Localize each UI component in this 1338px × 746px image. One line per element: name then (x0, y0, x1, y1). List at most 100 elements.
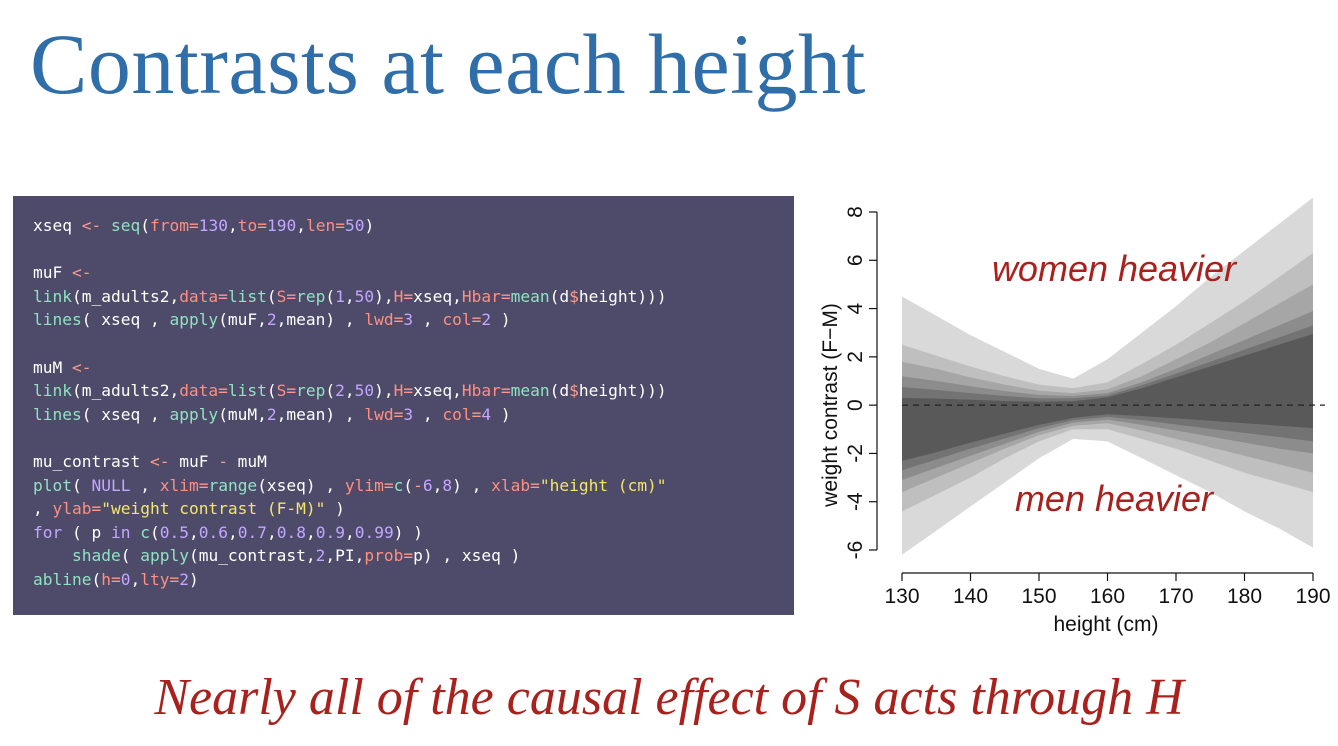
contrast-chart: 130 140 150 160 170 180 190 -6 -4 -2 0 2 4 6 8 women h… (819, 197, 1331, 636)
code-token: ,mean) , (276, 404, 365, 424)
code-token: ) (491, 310, 511, 330)
code-token: , (227, 216, 238, 235)
code-token: muF (33, 263, 72, 283)
code-token: lwd (364, 404, 394, 424)
code-line: mu_contrast <- muF - muM (33, 450, 794, 474)
code-token: mu_contrast (33, 451, 150, 471)
code-token: from (149, 216, 189, 235)
code-token: mean (510, 381, 550, 401)
y-tick-label: -2 (844, 444, 867, 463)
code-token: = (169, 569, 180, 589)
code-token: p) , xseq ) (413, 546, 521, 566)
code-token: = (286, 381, 297, 401)
code-token: = (403, 381, 414, 401)
code-token: (muF, (218, 310, 267, 330)
code-token: = (500, 286, 511, 306)
code-token: , (227, 522, 238, 542)
annotation-women-heavier: women heavier (992, 248, 1238, 289)
code-token: lwd (364, 310, 394, 330)
code-token: , (130, 475, 160, 495)
code-token: H (393, 286, 404, 306)
code-token: = (198, 475, 209, 495)
code-token: , (296, 216, 306, 235)
code-token: 0.7 (237, 522, 267, 542)
code-token: , (344, 381, 355, 401)
code-token: muF (169, 451, 219, 471)
code-token: ( p (62, 522, 111, 542)
code-token: = (257, 216, 267, 235)
code-token: ( (140, 216, 150, 235)
code-token: col (442, 310, 472, 330)
code-token: (d (549, 286, 570, 306)
code-token: = (286, 286, 297, 306)
code-token (33, 546, 72, 565)
code-token: 1 (335, 286, 345, 306)
axes: 130 140 150 160 170 180 190 -6 -4 -2 0 2 4 6 8 (844, 206, 1331, 608)
code-token: ( (120, 546, 141, 566)
code-token: ( (403, 475, 414, 495)
code-token: for (33, 522, 63, 542)
code-token: seq (110, 216, 141, 235)
code-token: 4 (481, 404, 492, 424)
code-token: link (33, 286, 72, 306)
x-tick-label: 130 (884, 585, 919, 608)
code-line: link(m_adults2,data=list(S=rep(2,50),H=x… (33, 379, 794, 403)
y-tick-label: 4 (844, 302, 867, 314)
code-token: <- (149, 451, 170, 471)
code-token: len (305, 216, 336, 235)
interval-band-0-99 (902, 197, 1313, 555)
code-token: 0 (120, 569, 131, 589)
code-token: ( (71, 475, 92, 495)
code-line: muF <- (33, 261, 794, 285)
y-tick-label: 0 (844, 399, 867, 411)
code-token: = (500, 381, 511, 401)
code-token: , (432, 475, 443, 495)
code-token: (d (549, 381, 570, 401)
code-panel: xseq <- seq(from=130,to=190,len=50) muF <… (13, 196, 794, 615)
code-line (33, 426, 794, 450)
code-token: ( xseq , (81, 310, 170, 330)
code-token: S (276, 381, 287, 401)
y-tick-label: 6 (844, 254, 867, 266)
code-token: = (218, 381, 228, 401)
code-token: ( (325, 286, 336, 306)
code-token: = (393, 310, 404, 330)
code-token (130, 523, 140, 542)
code-token: H (393, 381, 404, 401)
code-token: 50 (344, 216, 365, 235)
code-token: $ (569, 286, 579, 306)
code-token: , (266, 522, 277, 542)
code-line: lines( xseq , apply(muM,2,mean) , lwd=3 … (33, 403, 794, 427)
chart-container: 130 140 150 160 170 180 190 -6 -4 -2 0 2 4 6 8 women h… (815, 190, 1338, 655)
code-token: ) (364, 216, 375, 235)
code-token: ) (325, 499, 345, 519)
code-token: to (237, 216, 258, 235)
code-token: mean (510, 286, 550, 306)
code-token: muM (227, 451, 267, 471)
x-tick-label: 170 (1158, 585, 1193, 608)
code-token: ), (374, 286, 394, 306)
code-token: ), (374, 381, 394, 401)
code-token: - (218, 451, 228, 471)
x-tick-label: 150 (1021, 585, 1056, 608)
interval-band-0-5 (902, 333, 1313, 461)
code-token: = (403, 546, 414, 566)
code-token: list (227, 381, 267, 401)
code-token: ylab (52, 499, 92, 519)
code-token: abline (33, 569, 92, 589)
code-token: "weight contrast (F-M)" (101, 499, 326, 519)
y-tick-label: 2 (844, 351, 867, 363)
code-token: data (179, 381, 219, 401)
code-token: 3 (403, 310, 414, 330)
code-token (101, 216, 111, 235)
code-token: = (403, 286, 414, 306)
code-token: = (471, 404, 482, 424)
code-token: , (130, 569, 141, 589)
code-token: 0.5 (159, 522, 189, 542)
code-token: = (218, 286, 228, 306)
code-token: shade (71, 546, 121, 566)
code-token: 2 (481, 310, 492, 330)
code-token: = (383, 475, 394, 495)
code-token: apply (169, 310, 219, 330)
code-token: ( (266, 286, 277, 306)
